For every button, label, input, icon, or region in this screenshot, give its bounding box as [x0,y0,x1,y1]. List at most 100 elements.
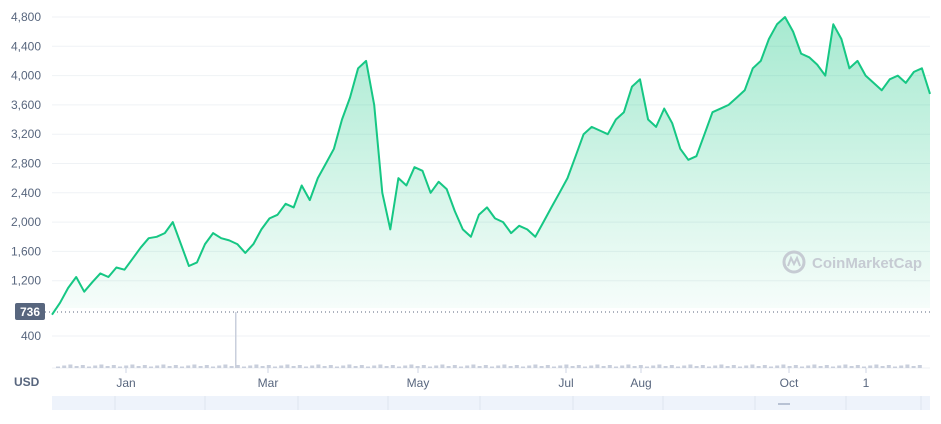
y-tick-label: 2,800 [11,157,41,171]
volume-bar [688,364,693,368]
volume-bar [700,365,705,368]
volume-bar [80,365,85,368]
volume-bar [192,364,197,368]
volume-bar [837,365,842,368]
volume-bar [527,365,532,368]
volume-bar [297,365,302,368]
volume-bar [198,366,203,368]
volume-bar [316,364,321,368]
volume-bar [471,364,476,368]
volume-bar [880,366,885,368]
unit-label: USD [14,375,40,389]
x-axis: Jan Mar May Jul Aug Oct 1 [52,368,930,410]
y-tick-label: 1,200 [11,274,41,288]
volume-bar [508,366,513,368]
volume-bar [539,366,544,368]
volume-bar [204,365,209,368]
volume-bar [87,366,91,368]
volume-bar [186,365,191,368]
volume-panel [56,312,922,368]
y-tick-label: 4,000 [11,69,41,83]
volume-bar [632,366,637,368]
volume-bar [552,366,556,368]
price-series-line [51,16,931,316]
volume-bar [347,364,352,368]
volume-bar [384,366,389,368]
y-tick-label: 1,600 [11,244,41,258]
volume-bar [328,365,333,368]
volume-bar [911,366,916,368]
y-tick-label: 400 [21,329,41,343]
price-line-layer [51,16,931,316]
volume-bar [707,366,711,368]
volume-bar [335,366,339,368]
range-navigator[interactable] [52,396,930,410]
volume-bar [142,365,147,368]
volume-bar [118,366,122,368]
volume-bar [155,365,160,368]
volume-bar [905,364,910,368]
volume-bar [663,366,668,368]
volume-bar [725,366,730,368]
volume-bar [545,365,550,368]
volume-bar [136,366,141,368]
volume-bar [465,365,470,368]
x-tick-label: Jan [116,376,135,390]
volume-bar [397,366,401,368]
coinmarketcap-logo-icon [782,250,806,274]
y-tick-label: 3,200 [11,127,41,141]
volume-bar [167,366,172,368]
volume-bar [446,366,451,368]
volume-bar [341,365,346,368]
volume-bar [68,364,73,368]
y-tick-label: 2,400 [11,186,41,200]
volume-bar [235,365,240,368]
volume-bar [614,366,618,368]
volume-bar [99,364,104,368]
volume-bar [583,366,587,368]
volume-bar [514,365,519,368]
volume-bar [496,365,501,368]
volume-bar [601,366,606,368]
volume-bar [502,364,507,368]
volume-bar [93,365,98,368]
volume-bar [173,365,178,368]
volume-bar [738,366,742,368]
volume-bar [285,364,290,368]
watermark: CoinMarketCap [782,250,922,274]
volume-bar [105,366,110,368]
y-tick-label: 4,400 [11,39,41,53]
price-area-fill [52,17,930,315]
volume-bar [750,364,755,368]
x-tick-label: 1 [863,376,870,390]
volume-bar [744,365,749,368]
volume-bar [223,364,228,368]
volume-bar [843,364,848,368]
volume-bar [917,365,922,368]
volume-bar [862,366,866,368]
volume-bar [421,365,426,368]
volume-bar [490,366,494,368]
volume-bar [651,365,656,368]
volume-bar [452,365,457,368]
volume-bar [570,366,575,368]
volume-bar [459,366,463,368]
volume-bar [818,366,823,368]
x-tick-label: Jul [558,376,573,390]
volume-spike [235,312,237,368]
volume-bar [434,365,439,368]
volume-bar [899,365,904,368]
navigator-handle[interactable] [778,403,790,405]
volume-bar [483,365,488,368]
volume-bar [229,366,234,368]
y-axis: 4,800 4,400 4,000 3,600 3,200 2,800 2,400 2,000… [11,10,41,343]
volume-bar [868,365,873,368]
x-tick-label: Aug [630,376,651,390]
y-tick-label: 2,000 [11,215,41,229]
volume-bar [378,364,383,368]
volume-bar [775,365,780,368]
volume-bar [713,365,718,368]
price-area [52,17,930,315]
volume-bar [812,364,817,368]
